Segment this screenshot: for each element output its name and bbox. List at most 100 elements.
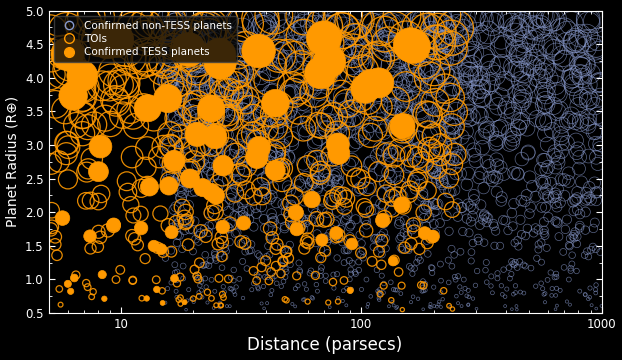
Point: [499, 267, 509, 273]
Point: [566, 76, 576, 82]
Point: [354, 267, 364, 273]
Point: [504, 265, 514, 270]
Point: [450, 128, 460, 134]
Point: [320, 248, 330, 254]
Point: [333, 295, 343, 301]
Point: [513, 27, 522, 32]
Point: [220, 64, 230, 70]
Point: [411, 75, 420, 80]
Point: [310, 273, 320, 278]
Point: [318, 198, 328, 204]
Point: [214, 181, 224, 186]
Point: [407, 227, 417, 233]
Point: [583, 98, 593, 104]
Point: [458, 28, 468, 34]
Point: [572, 234, 582, 239]
Point: [397, 123, 407, 129]
Point: [258, 24, 267, 30]
Point: [462, 182, 472, 188]
Point: [182, 48, 192, 54]
Point: [300, 13, 310, 19]
Point: [295, 269, 305, 275]
Point: [436, 145, 446, 151]
Point: [404, 264, 414, 269]
Point: [209, 101, 219, 107]
Point: [516, 118, 526, 124]
Point: [190, 267, 200, 273]
Point: [451, 156, 461, 161]
Point: [591, 141, 601, 147]
Point: [97, 272, 107, 278]
Point: [224, 46, 234, 51]
Point: [493, 270, 503, 276]
Point: [567, 72, 577, 78]
Point: [210, 250, 220, 256]
Point: [286, 201, 296, 206]
Point: [335, 236, 345, 242]
Point: [554, 159, 564, 165]
Point: [575, 223, 585, 229]
Point: [302, 41, 312, 46]
Point: [500, 43, 510, 49]
Point: [128, 278, 137, 284]
Point: [366, 159, 376, 165]
Point: [572, 207, 582, 213]
Point: [192, 66, 202, 72]
Point: [220, 245, 230, 251]
Point: [109, 69, 119, 75]
Point: [510, 260, 520, 265]
Point: [294, 26, 304, 31]
Point: [547, 286, 557, 292]
Point: [157, 288, 167, 294]
Point: [433, 28, 443, 34]
Point: [218, 239, 228, 245]
Point: [167, 144, 177, 150]
Point: [62, 140, 72, 146]
Point: [325, 59, 335, 64]
Point: [353, 188, 363, 193]
Point: [471, 87, 481, 93]
Point: [404, 246, 414, 251]
Point: [326, 71, 336, 77]
Point: [140, 256, 150, 261]
Point: [443, 155, 453, 161]
Point: [211, 147, 221, 153]
Point: [218, 148, 228, 154]
Point: [536, 12, 545, 18]
Point: [374, 109, 384, 115]
Point: [470, 283, 480, 288]
Point: [307, 21, 317, 27]
Point: [500, 294, 510, 300]
Point: [431, 54, 441, 59]
Point: [381, 179, 391, 185]
Point: [427, 148, 437, 154]
Point: [187, 296, 197, 302]
Point: [424, 66, 434, 72]
Point: [83, 124, 93, 130]
Point: [514, 125, 524, 131]
Point: [437, 177, 447, 183]
Point: [571, 138, 581, 143]
Point: [431, 202, 441, 207]
Point: [294, 179, 304, 185]
Point: [240, 215, 250, 220]
Point: [181, 146, 191, 152]
Point: [374, 249, 384, 255]
Point: [584, 38, 594, 44]
Point: [180, 209, 190, 215]
Point: [379, 129, 389, 135]
Point: [375, 58, 385, 63]
Point: [486, 130, 496, 136]
Point: [419, 215, 429, 221]
Point: [429, 200, 439, 206]
Point: [168, 224, 178, 230]
Point: [271, 228, 281, 234]
Point: [265, 226, 275, 231]
Point: [513, 244, 523, 249]
Point: [277, 143, 287, 149]
Point: [562, 140, 572, 146]
Point: [323, 300, 333, 305]
Point: [71, 122, 81, 128]
Point: [81, 169, 91, 175]
Point: [272, 56, 282, 62]
